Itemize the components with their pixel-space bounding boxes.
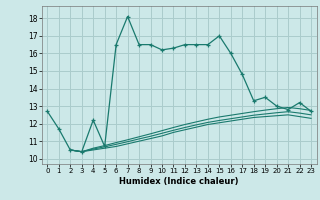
X-axis label: Humidex (Indice chaleur): Humidex (Indice chaleur) (119, 177, 239, 186)
